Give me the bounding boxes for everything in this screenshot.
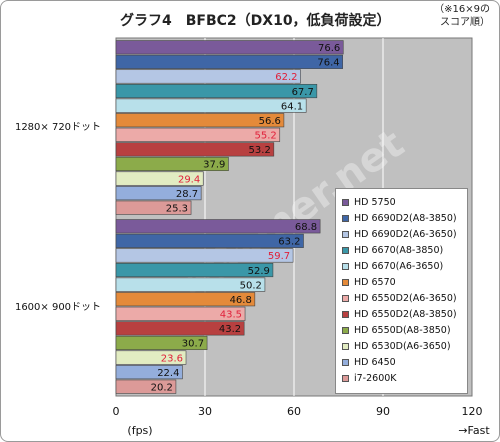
legend-label: HD 5750	[354, 196, 396, 208]
legend-item-hd-6550d2-a6-3650: HD 6550D2(A6-3650)	[342, 290, 467, 306]
bar-hd-6570-1280x720	[115, 113, 285, 128]
data-label: 23.6	[161, 353, 183, 364]
legend-label: HD 6550D2(A8-3850)	[354, 308, 457, 320]
legend-label: i7-2600K	[354, 372, 397, 384]
data-label: 37.9	[203, 160, 225, 171]
bar-i7-2600k-1600x900	[115, 379, 177, 394]
bar-hd-6550d-a8-3850-1280x720	[115, 156, 229, 172]
data-label: 76.4	[317, 58, 339, 69]
legend-swatch	[342, 374, 349, 382]
data-label: 63.2	[278, 237, 300, 248]
data-label: 62.2	[275, 72, 297, 83]
bar-hd-6670-a8-3850-1280x720	[115, 83, 318, 99]
legend-item-hd-6550d-a8-3850: HD 6550D(A8-3850)	[342, 322, 467, 338]
bar-hd-6450-1600x900	[115, 365, 183, 380]
bar-hd-6550d2-a8-3850-1600x900	[115, 321, 245, 336]
legend-item-i7-2600k: i7-2600K	[342, 370, 467, 386]
legend-swatch	[342, 358, 349, 366]
bar-hd-6550d2-a6-3650-1280x720	[115, 127, 281, 142]
legend-label: HD 6570	[354, 276, 396, 288]
chart-title: グラフ4 BFBC2（DX10，低負荷設定）	[120, 13, 391, 29]
data-label: 76.6	[318, 43, 340, 54]
legend-swatch	[342, 214, 349, 222]
legend-item-hd-6450: HD 6450	[342, 354, 467, 370]
data-label: 46.8	[230, 295, 252, 306]
data-label: 52.9	[248, 266, 270, 277]
legend-item-hd-6570: HD 6570	[342, 274, 467, 290]
sort-note: （※16×9の スコア順）	[434, 3, 490, 29]
legend-item-hd-5750: HD 5750	[342, 194, 467, 210]
bar-hd-6530d-a6-3650-1600x900	[115, 350, 187, 365]
data-label: 64.1	[281, 101, 303, 112]
legend-swatch	[342, 326, 349, 334]
legend-label: HD 6670(A6-3650)	[354, 260, 444, 272]
data-label: 59.7	[268, 251, 290, 262]
data-label: 50.2	[240, 280, 262, 291]
legend-item-hd-6690d2-a8-3850: HD 6690D2(A8-3850)	[342, 210, 467, 226]
x-tick-label: 60	[287, 405, 301, 418]
bar-hd-6570-1600x900	[115, 292, 256, 307]
data-label: 29.4	[178, 174, 200, 185]
data-label: 56.6	[259, 116, 281, 127]
x-axis-direction: →Fast	[458, 424, 490, 437]
bar-hd-6690d2-a8-3850-1600x900	[115, 233, 304, 248]
data-label: 28.7	[176, 189, 198, 200]
legend-label: HD 6550D2(A6-3650)	[354, 292, 457, 304]
legend-label: HD 6450	[354, 356, 396, 368]
legend-swatch	[342, 310, 349, 318]
legend-label: HD 6690D2(A6-3650)	[354, 228, 457, 240]
legend-item-hd-6690d2-a6-3650: HD 6690D2(A6-3650)	[342, 226, 467, 242]
bar-hd-6690d2-a6-3650-1280x720	[115, 69, 301, 84]
x-tick-label: 0	[113, 405, 120, 418]
legend: HD 5750 HD 6690D2(A8-3850) HD 6690D2(A6-36…	[335, 188, 468, 394]
group-label-1280x720: 1280× 720ドット	[14, 122, 102, 133]
x-tick-label: 90	[376, 405, 390, 418]
x-axis-label: (fps)	[127, 424, 152, 437]
data-label: 67.7	[292, 87, 314, 98]
legend-swatch	[342, 342, 349, 350]
legend-label: HD 6670(A8-3850)	[354, 244, 444, 256]
legend-item-hd-6550d2-a8-3850: HD 6550D2(A8-3850)	[342, 306, 467, 322]
bar-hd-6550d-a8-3850-1600x900	[115, 335, 208, 351]
legend-swatch	[342, 246, 349, 254]
data-label: 53.2	[249, 145, 271, 156]
legend-label: HD 6550D(A8-3850)	[354, 324, 451, 336]
sort-note-line-1: （※16×9の	[434, 4, 490, 15]
legend-swatch	[342, 198, 349, 206]
bar-hd-6670-a6-3650-1280x720	[115, 98, 307, 113]
legend-label: HD 6690D2(A8-3850)	[354, 212, 457, 224]
legend-swatch	[342, 230, 349, 238]
group-label-1600x900: 1600× 900ドット	[14, 302, 102, 313]
bar-hd-6530d-a6-3650-1280x720	[115, 171, 204, 186]
data-label: 22.4	[157, 368, 179, 379]
legend-label: HD 6530D(A6-3650)	[354, 340, 451, 352]
bar-hd-6450-1280x720	[115, 186, 202, 201]
x-tick-label: 120	[462, 405, 483, 418]
legend-swatch	[342, 262, 349, 270]
legend-item-hd-6670-a6-3650: HD 6670(A6-3650)	[342, 258, 467, 274]
bar-hd-6690d2-a6-3650-1600x900	[115, 248, 294, 263]
legend-item-hd-6530d-a6-3650: HD 6530D(A6-3650)	[342, 338, 467, 354]
bar-hd-6550d2-a8-3850-1280x720	[115, 142, 275, 157]
bar-hd-6690d2-a8-3850-1280x720	[115, 54, 343, 69]
data-label: 20.2	[151, 382, 173, 393]
data-label: 43.5	[220, 310, 242, 321]
data-label: 25.3	[166, 203, 188, 214]
data-label: 68.8	[295, 222, 317, 233]
legend-swatch	[342, 278, 349, 286]
legend-swatch	[342, 294, 349, 302]
legend-item-hd-6670-a8-3850: HD 6670(A8-3850)	[342, 242, 467, 258]
data-label: 43.2	[219, 324, 241, 335]
data-label: 30.7	[182, 339, 204, 350]
bar-hd-6550d2-a6-3650-1600x900	[115, 306, 246, 321]
data-label: 55.2	[254, 131, 276, 142]
bar-hd-5750-1280x720	[115, 40, 344, 55]
bar-hd-6670-a6-3650-1600x900	[115, 277, 266, 292]
bar-hd-5750-1600x900	[115, 219, 321, 234]
x-tick-label: 30	[198, 405, 212, 418]
sort-note-line-2: スコア順）	[440, 17, 490, 28]
bar-i7-2600k-1280x720	[115, 200, 192, 215]
bar-hd-6670-a8-3850-1600x900	[115, 262, 274, 278]
